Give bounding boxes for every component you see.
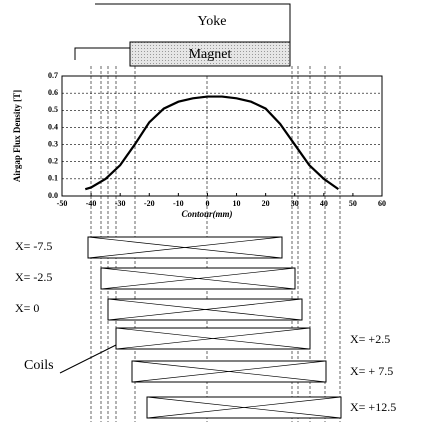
- coil-cross: [115, 327, 311, 350]
- y-tick-label: 0.0: [48, 191, 58, 200]
- x-tick-label: -20: [144, 199, 155, 208]
- x-tick-label: 40: [320, 199, 328, 208]
- y-axis-label: Airgap Flux Density [T]: [12, 90, 22, 182]
- flux-curve: [84, 95, 339, 191]
- y-tick-label: 0.3: [48, 139, 58, 148]
- x-tick-label: 30: [291, 199, 299, 208]
- x-tick-label: -10: [173, 199, 184, 208]
- coil-cross: [107, 298, 303, 321]
- coil-cross: [87, 236, 283, 259]
- coil-position-label: X= +2.5: [350, 332, 390, 346]
- x-tick-label: 20: [262, 199, 270, 208]
- y-tick-label: 0.4: [48, 122, 58, 131]
- coil-position-label: X= +12.5: [350, 400, 396, 414]
- y-tick-label: 0.5: [48, 105, 58, 114]
- coil-cross: [131, 360, 327, 383]
- plot-frame: [61, 75, 383, 197]
- x-tick-label: -50: [57, 199, 68, 208]
- x-tick-label: 50: [349, 199, 357, 208]
- coil-cross: [146, 396, 342, 419]
- x-tick-label: 0: [205, 199, 209, 208]
- x-axis-label: Contour(mm): [181, 209, 232, 219]
- coil-position-label: X= -7.5: [15, 239, 52, 253]
- y-tick-label: 0.1: [48, 174, 58, 183]
- coil-position-label: X= 0: [15, 301, 39, 315]
- coil-cross: [100, 267, 296, 290]
- coil-position-label: X= + 7.5: [350, 364, 393, 378]
- magnet-label: Magnet: [189, 47, 232, 62]
- yoke-outline: [95, 3, 291, 42]
- coils-label: Coils: [24, 358, 54, 373]
- y-tick-label: 0.2: [48, 157, 58, 166]
- coil-position-label: X= -2.5: [15, 270, 52, 284]
- y-tick-label: 0.6: [48, 88, 58, 97]
- bracket: [74, 47, 130, 60]
- x-tick-label: 60: [378, 199, 386, 208]
- y-tick-label: 0.7: [48, 71, 58, 80]
- magnet: [129, 41, 291, 67]
- x-tick-label: -30: [115, 199, 126, 208]
- x-tick-label: 10: [233, 199, 241, 208]
- yoke-label: Yoke: [198, 14, 227, 29]
